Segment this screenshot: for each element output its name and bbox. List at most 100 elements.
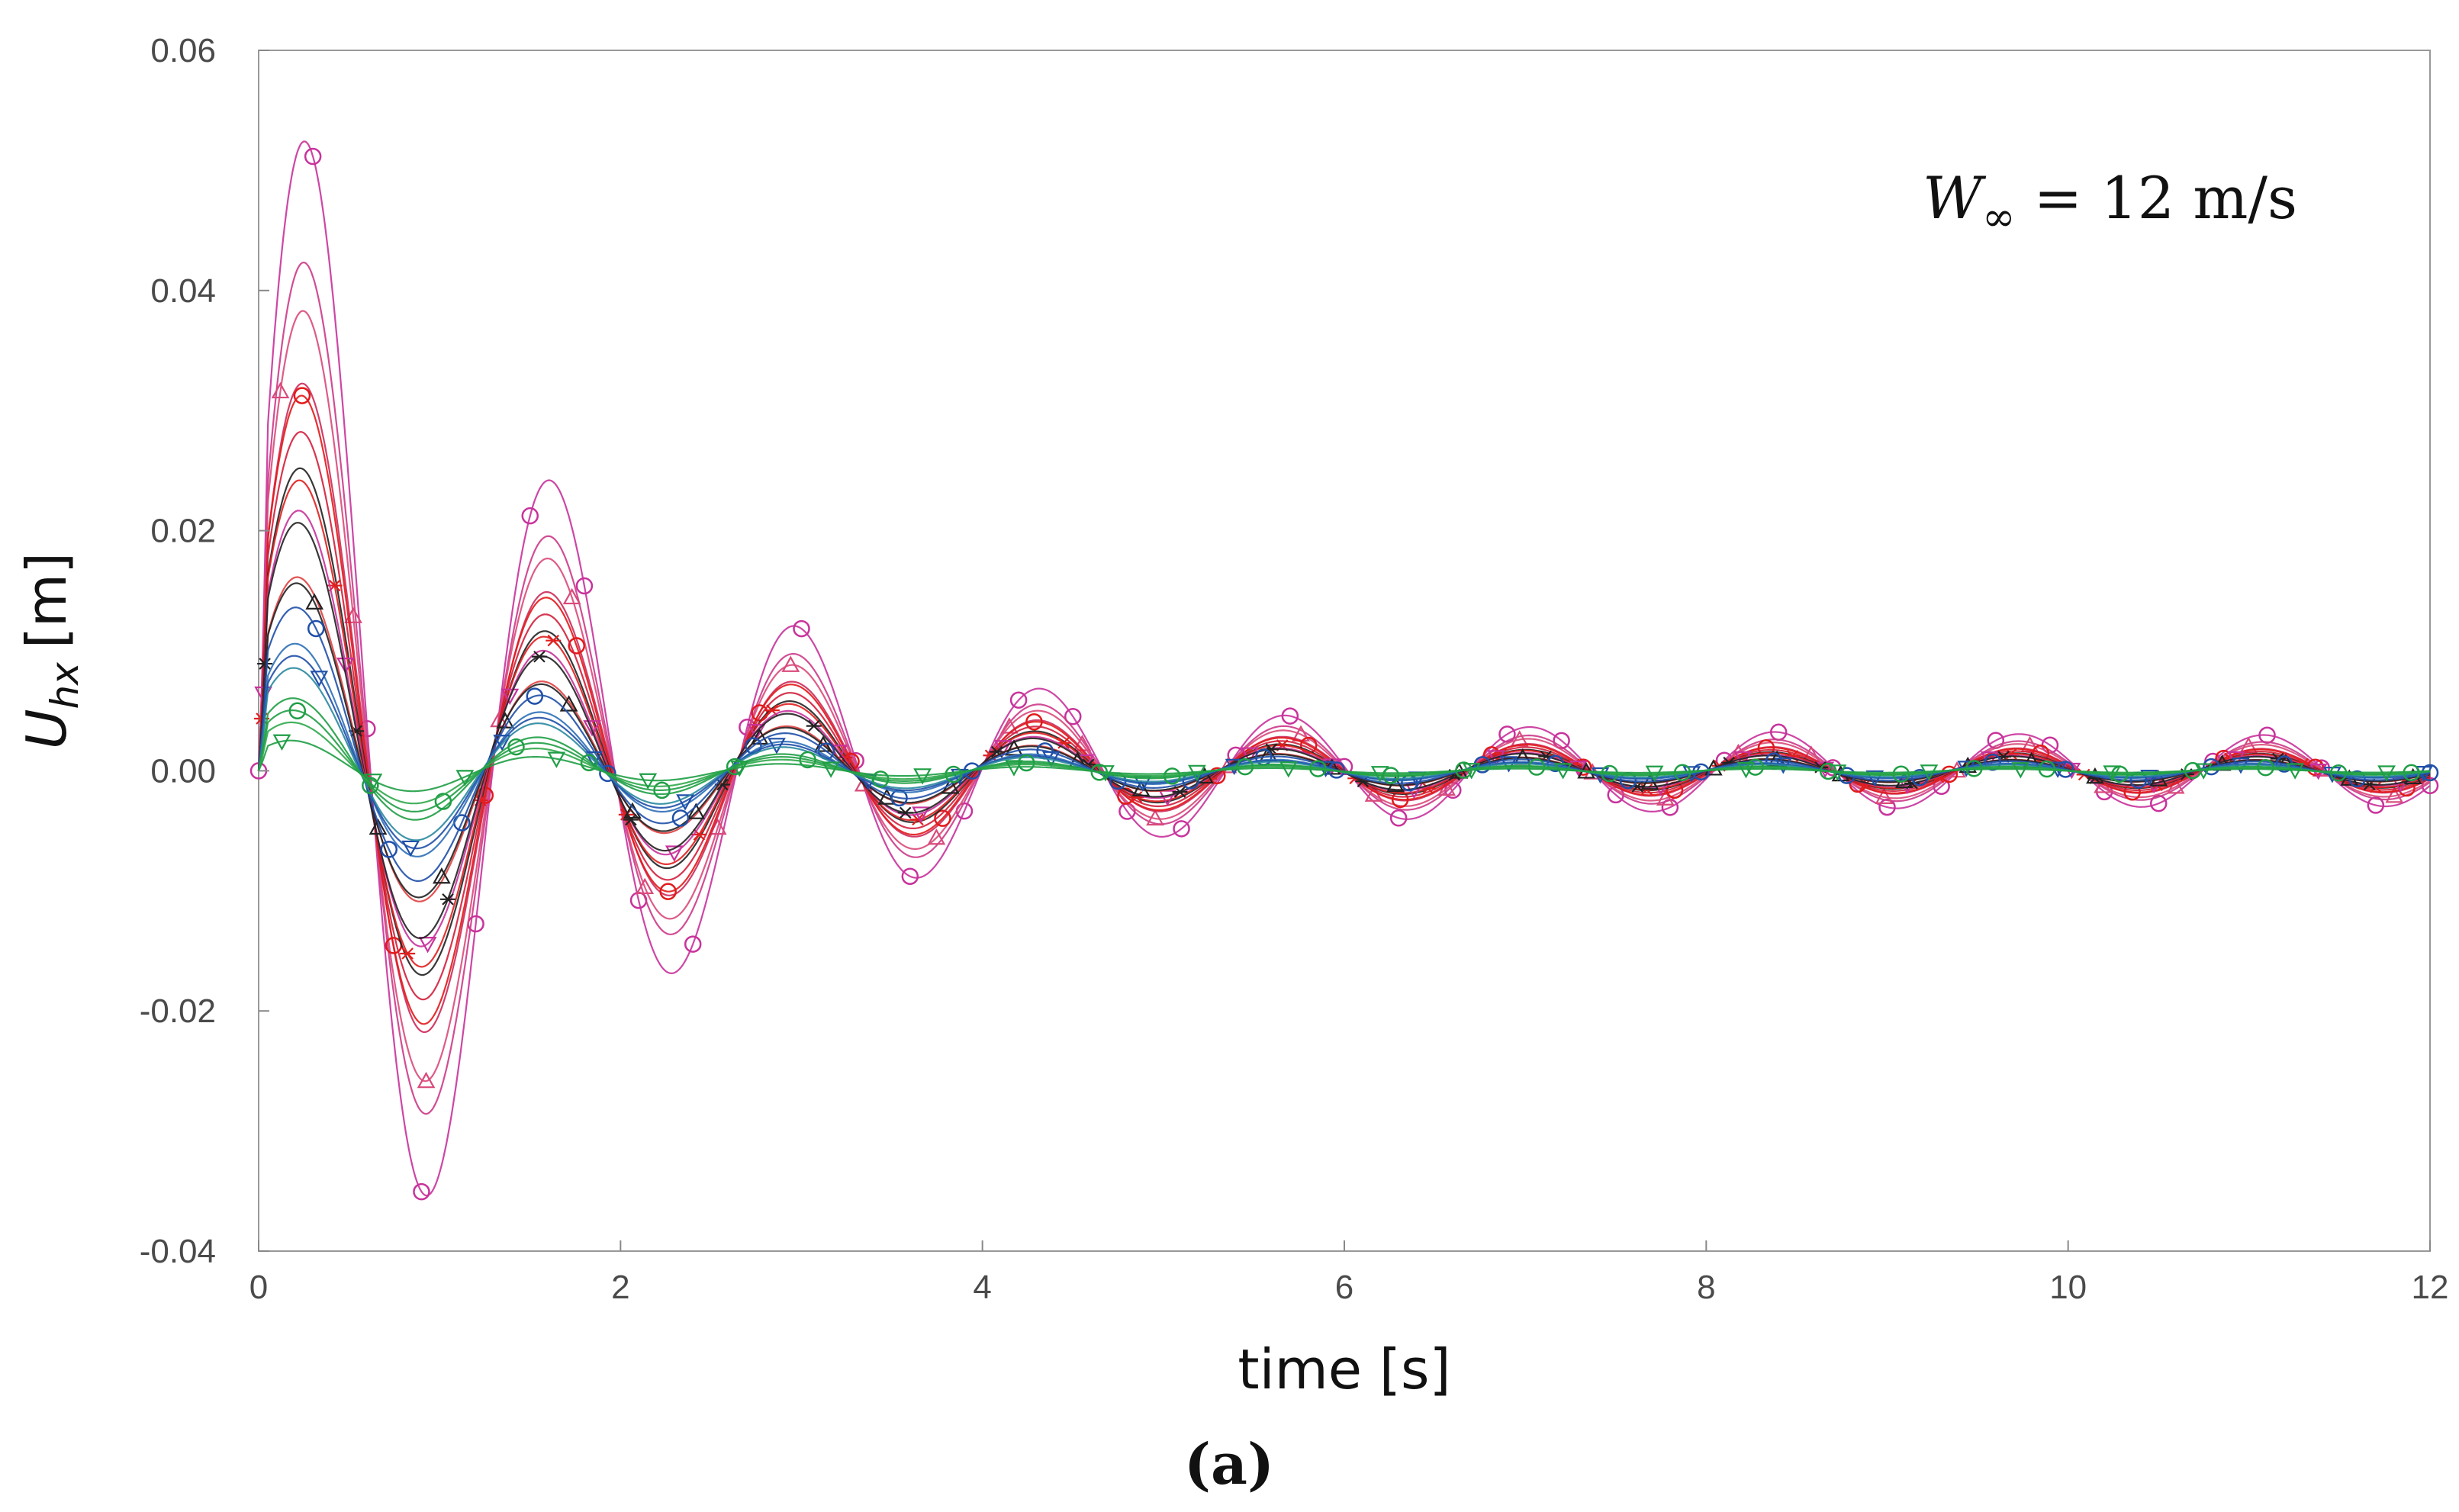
annotation-rest: = 12 m/s (2015, 164, 2297, 232)
series-marker (2286, 763, 2305, 780)
x-tick-label: 12 (2412, 1269, 2449, 1306)
series-group (249, 140, 2439, 1201)
series-marker (687, 803, 706, 819)
series-marker (793, 619, 810, 638)
series-marker (1645, 765, 1664, 783)
y-axis-title: Uhx [m] (14, 552, 87, 749)
series-marker (305, 593, 324, 610)
series-marker (901, 867, 919, 885)
y-tick-label: 0.04 (150, 272, 216, 310)
series-marker (507, 738, 525, 756)
series-marker (272, 734, 291, 751)
series-marker (559, 695, 578, 712)
series-marker (580, 754, 598, 772)
series-marker (659, 883, 677, 900)
series-group (257, 261, 2431, 1115)
y-tick-label: 0.06 (150, 32, 216, 69)
series-marker (547, 751, 566, 768)
series-marker (934, 809, 951, 827)
series-marker (1386, 775, 1405, 793)
series-marker (271, 381, 290, 399)
annotation-sub: ∞ (1982, 195, 2015, 240)
axis-layer: 0 2 4 6 8 10 12 -0.04 -0.02 0.00 0.02 0.04 0.06 (140, 32, 2449, 1306)
series-marker (2367, 796, 2385, 814)
series-marker (2011, 762, 2030, 779)
series-marker (781, 655, 800, 672)
series-marker (1279, 761, 1298, 778)
series-marker (531, 650, 547, 663)
series-marker (1064, 707, 1082, 725)
series-marker (493, 735, 512, 751)
annotation-symbol: W (1923, 164, 1987, 232)
series-marker (1009, 691, 1028, 709)
series-group (257, 522, 2431, 940)
series-marker (440, 893, 456, 906)
series-marker (1828, 764, 1847, 781)
series-marker (2367, 780, 2383, 793)
series-marker (1920, 764, 1939, 781)
series-group (257, 582, 2431, 899)
series-marker (455, 770, 475, 787)
x-tick-label: 8 (1697, 1269, 1715, 1306)
series-marker (1865, 770, 1884, 787)
series-line (257, 582, 2431, 899)
series-marker (623, 813, 639, 826)
series-marker (288, 702, 307, 720)
series-marker (417, 1071, 436, 1089)
series-marker (912, 806, 930, 823)
series-marker (877, 788, 896, 805)
y-tick-label: 0.00 (150, 752, 216, 790)
series-marker (750, 728, 769, 745)
series-marker (1281, 707, 1299, 725)
series-marker (927, 828, 946, 845)
x-tick-label: 4 (973, 1269, 991, 1306)
series-marker (1173, 820, 1190, 838)
series-marker (993, 740, 1012, 757)
y-tick-label: 0.02 (150, 513, 216, 550)
series-marker (822, 761, 840, 778)
series-marker (310, 671, 329, 687)
series-marker (1875, 787, 1894, 804)
series-line (257, 430, 2431, 1001)
series-marker (1241, 747, 1259, 764)
series-marker (913, 768, 932, 785)
y-axis-title-unit: [m] (14, 552, 79, 648)
series-marker (413, 1182, 430, 1201)
series-marker (400, 947, 416, 960)
series-marker (521, 507, 539, 525)
series-marker (364, 774, 383, 790)
series-marker (1018, 754, 1035, 772)
series-layer (249, 140, 2439, 1201)
series-group (257, 702, 2431, 812)
series-line (257, 739, 2431, 793)
series-marker (1462, 763, 1481, 780)
series-marker (897, 806, 913, 819)
y-tick-label: -0.04 (140, 1233, 216, 1270)
series-marker (2377, 765, 2396, 782)
series-marker (526, 687, 544, 705)
series-marker (380, 841, 398, 858)
series-marker (500, 688, 520, 706)
series-marker (336, 658, 355, 674)
series-marker (909, 813, 925, 826)
series-group (257, 430, 2431, 1001)
series-marker (257, 658, 273, 670)
series-marker (433, 867, 451, 884)
x-tick-label: 10 (2049, 1269, 2087, 1306)
series-marker (1146, 809, 1164, 826)
series-marker (546, 634, 562, 647)
series-marker (1131, 780, 1151, 796)
series-marker (2020, 735, 2039, 753)
series-marker (304, 147, 322, 166)
series-marker (806, 719, 822, 732)
series-marker (434, 793, 452, 810)
series-marker (1553, 732, 1570, 750)
y-axis-title-base: U (14, 709, 79, 749)
series-marker (418, 937, 437, 954)
series-marker (599, 764, 616, 783)
series-marker (1389, 809, 1408, 827)
x-tick-label: 2 (611, 1269, 629, 1306)
series-marker (1553, 763, 1572, 780)
series-marker (369, 818, 388, 835)
x-axis-title: time [s] (1238, 1337, 1450, 1401)
